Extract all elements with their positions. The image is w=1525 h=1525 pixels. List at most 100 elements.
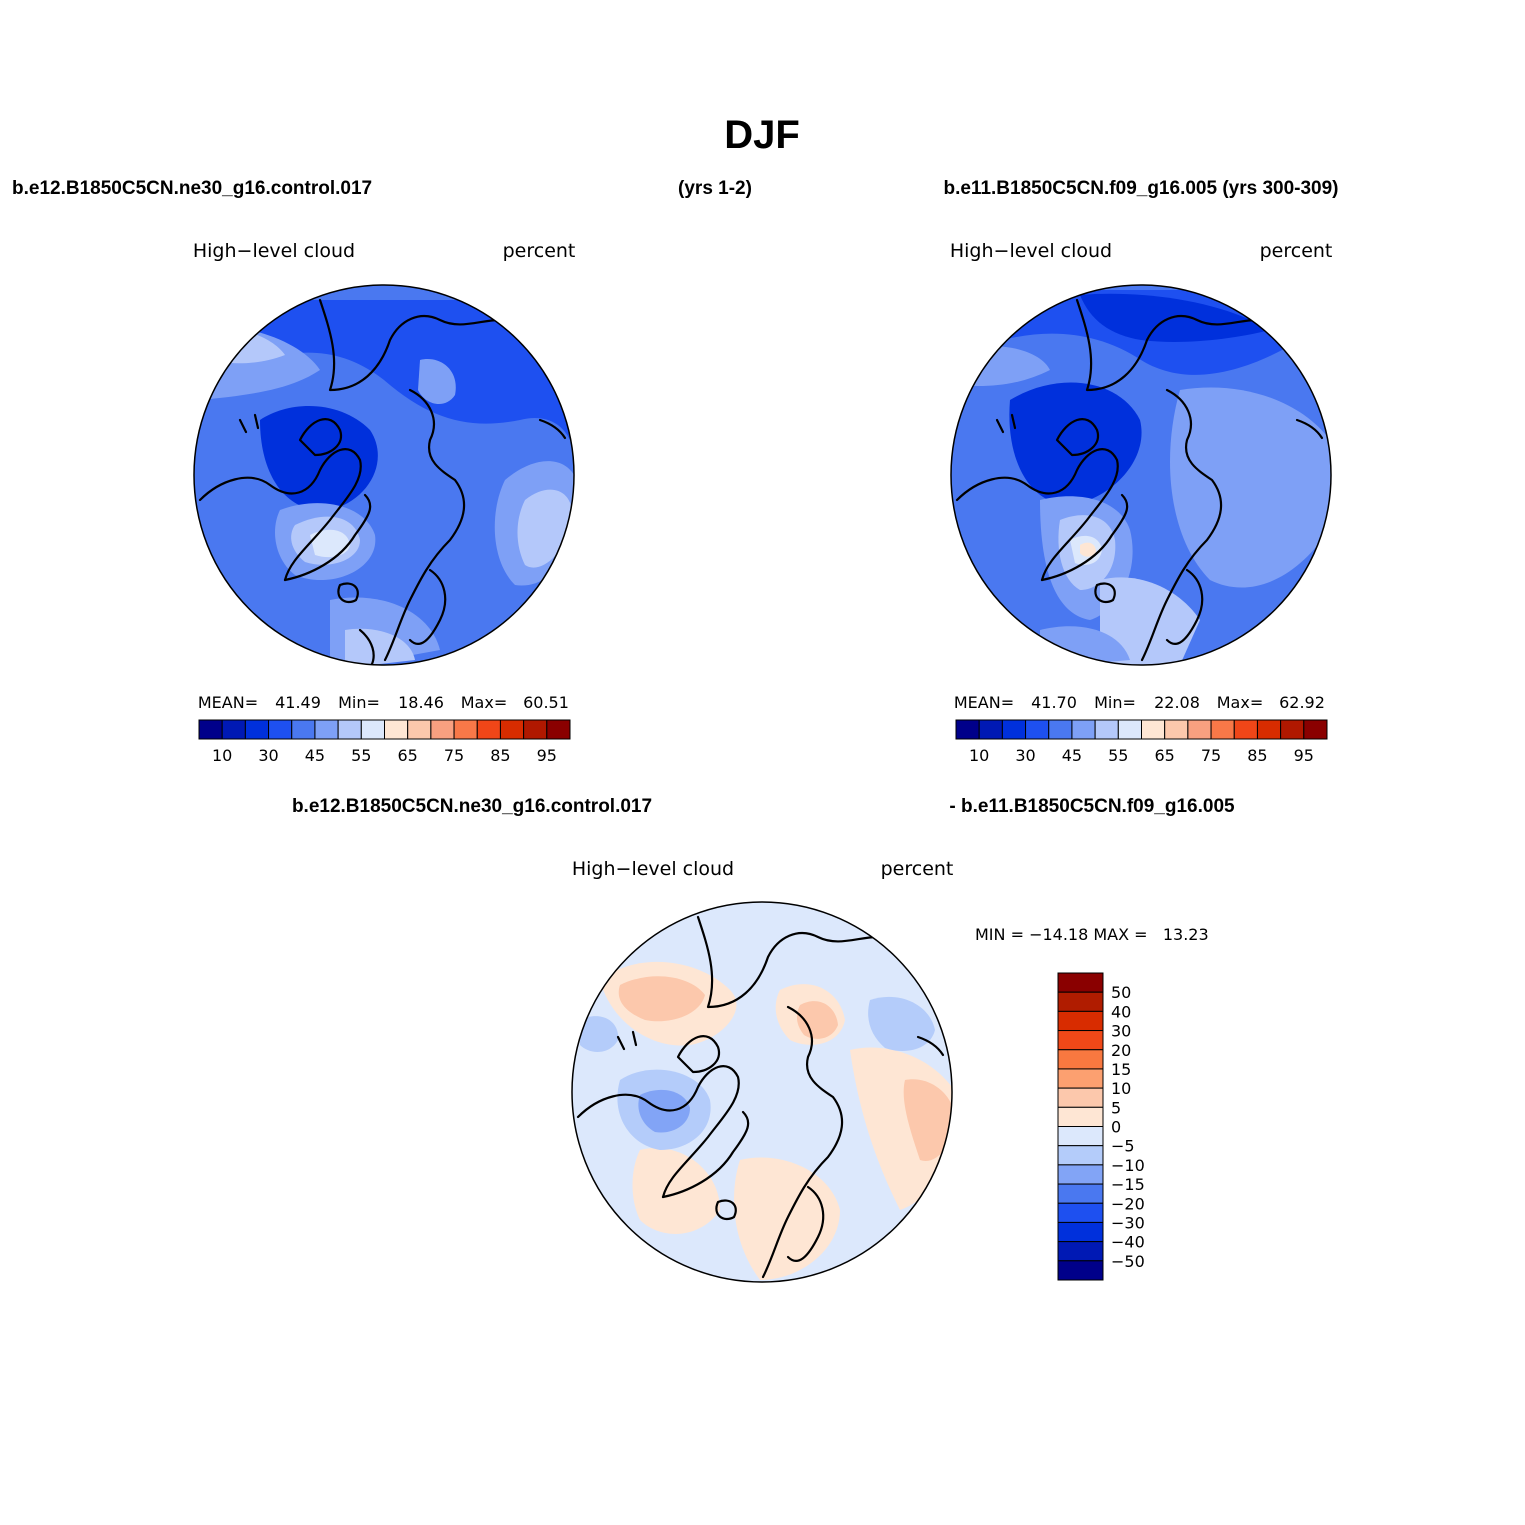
colorbar-label: 85 [490, 746, 510, 765]
colorbar-label: 10 [1111, 1079, 1131, 1098]
colorbar-swatch [1057, 1164, 1104, 1185]
colorbar-swatch [1057, 1030, 1104, 1051]
colorbar-label: 65 [398, 746, 418, 765]
svg-text:41.49: 41.49 [275, 693, 321, 712]
case2-name: b.e11.B1850C5CN.f09_g16.005 (yrs 300-309… [943, 178, 1338, 199]
colorbar-label: 5 [1111, 1098, 1121, 1117]
colorbar-swatch [1057, 1010, 1104, 1032]
svg-text:Max=: Max= [1217, 693, 1263, 712]
panel-model2: High−level cloud percent [950, 240, 1333, 765]
svg-text:MEAN=: MEAN= [954, 693, 1014, 712]
colorbar-swatch [1057, 1106, 1104, 1127]
colorbar-swatch [1057, 1221, 1104, 1243]
colorbar-label: 95 [537, 746, 557, 765]
colorbar-label: 30 [1015, 746, 1035, 765]
panel-model1-border [193, 284, 575, 666]
colorbar-swatch [1001, 719, 1027, 740]
case1-years: (yrs 1-2) [678, 178, 752, 199]
panel-model1: High−level cloud percent [193, 240, 576, 765]
colorbar-swatch [1057, 1087, 1104, 1108]
colorbar-swatch [1141, 719, 1166, 740]
colorbar-label: 50 [1111, 983, 1131, 1002]
svg-text:MEAN=: MEAN= [198, 693, 258, 712]
panel-difference-map [572, 902, 952, 1282]
svg-text:60.51: 60.51 [523, 693, 569, 712]
colorbar-swatch [1057, 1068, 1104, 1089]
panel-difference-units: percent [881, 858, 954, 880]
colorbar-label: 95 [1294, 746, 1314, 765]
colorbar-label: −15 [1111, 1175, 1145, 1194]
panel-difference-stats: MIN = −14.18 MAX = 13.23 [975, 925, 1209, 944]
panel-difference: High−level cloud percent [571, 858, 1209, 1283]
colorbar-swatch [1057, 1126, 1104, 1147]
colorbar-label: −30 [1111, 1213, 1145, 1232]
colorbar-label: 10 [969, 746, 989, 765]
svg-text:18.46: 18.46 [398, 693, 444, 712]
svg-text:62.92: 62.92 [1279, 693, 1325, 712]
colorbar-label: −20 [1111, 1194, 1145, 1213]
colorbar-swatch [221, 719, 246, 740]
colorbar-swatch [523, 719, 548, 740]
colorbar-swatch [337, 719, 362, 740]
colorbar-label: 45 [305, 746, 325, 765]
colorbar-label: 30 [258, 746, 278, 765]
colorbar-swatch [1057, 1241, 1104, 1262]
colorbar-swatch [1071, 719, 1096, 740]
colorbar-label: 55 [351, 746, 371, 765]
colorbar-swatch [546, 719, 571, 740]
colorbar-swatch [1233, 719, 1258, 740]
panel-model2-variable: High−level cloud [950, 240, 1112, 262]
colorbar-swatch [1057, 972, 1104, 993]
colorbar-label: −50 [1111, 1252, 1145, 1271]
colorbar-label: 20 [1111, 1041, 1131, 1060]
colorbar-label: 75 [1201, 746, 1221, 765]
panel-model1-stats: MEAN= 41.49 Min= 18.46 Max= 60.51 [198, 693, 569, 712]
colorbar-swatch [384, 719, 409, 740]
colorbar-label: 40 [1111, 1002, 1131, 1021]
colorbar-swatch [1094, 719, 1119, 740]
colorbar-label: 75 [444, 746, 464, 765]
panel-model2-border [950, 284, 1332, 666]
colorbar-swatch [476, 719, 501, 740]
panel-model2-stats: MEAN= 41.70 Min= 22.08 Max= 62.92 [954, 693, 1325, 712]
colorbar-swatch [291, 719, 316, 740]
colorbar-swatch [1256, 719, 1282, 740]
diff-left-case: b.e12.B1850C5CN.ne30_g16.control.017 [292, 796, 652, 817]
colorbar-swatch [268, 719, 293, 740]
colorbar-label: 15 [1111, 1060, 1131, 1079]
colorbar-label: 65 [1155, 746, 1175, 765]
colorbar-swatch [1210, 719, 1235, 740]
panel-model1-units: percent [503, 240, 576, 262]
panel-difference-border [571, 901, 953, 1283]
panel-difference-variable: High−level cloud [572, 858, 734, 880]
colorbar-label: −40 [1111, 1233, 1145, 1252]
colorbar-swatch [1164, 719, 1189, 740]
colorbar-label: 45 [1062, 746, 1082, 765]
colorbar-label: 30 [1111, 1022, 1131, 1041]
colorbar-label: 0 [1111, 1118, 1121, 1137]
colorbar-swatch [1048, 719, 1073, 740]
case1-name: b.e12.B1850C5CN.ne30_g16.control.017 [12, 178, 372, 199]
colorbar-swatch [198, 719, 223, 740]
colorbar-swatch [1117, 719, 1142, 740]
colorbar-swatch [1057, 1183, 1104, 1204]
colorbar-swatch [244, 719, 270, 740]
colorbar-label: 55 [1108, 746, 1128, 765]
colorbar-swatch [430, 719, 455, 740]
colorbar-swatch [314, 719, 339, 740]
colorbar-swatch [360, 719, 385, 740]
colorbar-swatch [1057, 1202, 1104, 1223]
colorbar-label: −5 [1111, 1137, 1135, 1156]
colorbar-swatch [1280, 719, 1305, 740]
svg-text:41.70: 41.70 [1031, 693, 1077, 712]
svg-text:22.08: 22.08 [1154, 693, 1200, 712]
svg-text:Max=: Max= [461, 693, 507, 712]
colorbar-swatch [1057, 1049, 1104, 1070]
colorbar-label: 10 [212, 746, 232, 765]
diff-right-case: - b.e11.B1850C5CN.f09_g16.005 [949, 796, 1235, 817]
colorbar-swatch [1057, 1260, 1104, 1281]
colorbar-swatch [1057, 1145, 1104, 1166]
colorbar-swatch [499, 719, 525, 740]
colorbar-label: 85 [1247, 746, 1267, 765]
